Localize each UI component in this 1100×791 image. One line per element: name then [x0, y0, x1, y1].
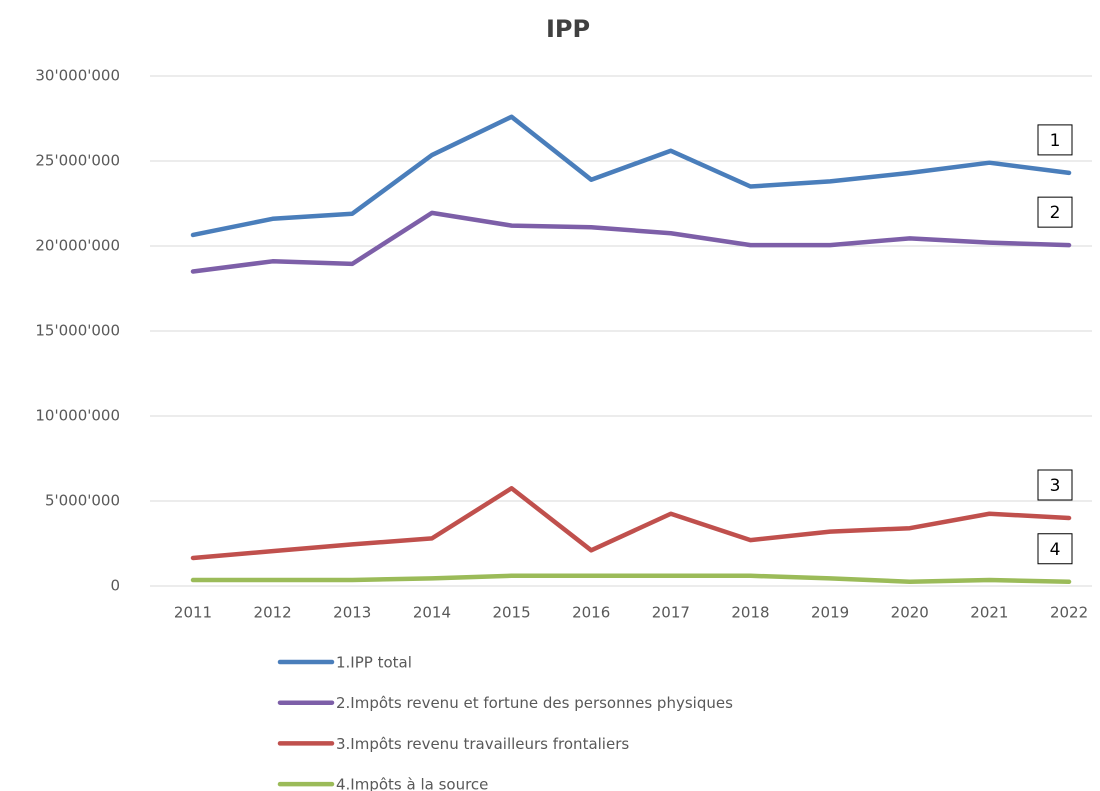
x-tick-label: 2016: [572, 604, 610, 622]
y-tick-label: 10'000'000: [35, 407, 120, 425]
annotation-box: [1037, 196, 1073, 228]
x-tick-label: 2011: [174, 604, 212, 622]
x-tick-label: 2019: [811, 604, 849, 622]
line-series: [190, 210, 1072, 274]
annotation-box: [1037, 469, 1073, 501]
legend-label: 3.Impôts revenu travailleurs frontaliers: [336, 735, 629, 753]
chart-title: IPP: [546, 15, 590, 43]
annotation-box: [1037, 533, 1073, 565]
y-tick-label: 30'000'000: [35, 67, 120, 85]
line-series: [190, 486, 1072, 561]
y-tick-label: 15'000'000: [35, 322, 120, 340]
x-tick-label: 2022: [1050, 604, 1088, 622]
annotation-box: [1037, 124, 1073, 156]
legend-label: 2.Impôts revenu et fortune des personnes…: [336, 694, 733, 712]
x-tick-label: 2013: [333, 604, 371, 622]
x-tick-label: 2014: [413, 604, 451, 622]
line-series: [190, 114, 1072, 238]
x-tick-label: 2020: [891, 604, 929, 622]
y-tick-label: 5'000'000: [45, 492, 120, 510]
y-tick-label: 0: [110, 577, 120, 595]
x-tick-label: 2018: [731, 604, 769, 622]
x-tick-label: 2012: [254, 604, 292, 622]
legend-label: 1.IPP total: [336, 654, 412, 672]
annotation: 3: [1050, 476, 1061, 496]
x-tick-label: 2017: [652, 604, 690, 622]
annotation: 4: [1050, 540, 1061, 560]
x-tick-label: 2015: [492, 604, 530, 622]
x-tick-label: 2021: [970, 604, 1008, 622]
y-tick-label: 20'000'000: [35, 237, 120, 255]
legend-label: 4.Impôts à la source: [336, 776, 488, 791]
y-tick-label: 25'000'000: [35, 152, 120, 170]
annotation: 2: [1050, 203, 1061, 223]
annotation: 1: [1050, 131, 1061, 151]
line-series: [190, 573, 1072, 584]
